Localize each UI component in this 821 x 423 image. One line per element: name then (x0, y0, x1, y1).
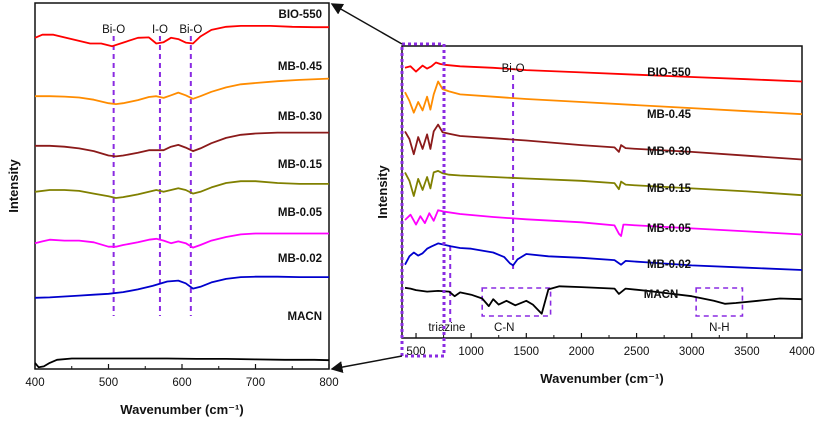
right-x-tick-label: 2000 (569, 346, 595, 358)
right-x-tick-label: 2500 (624, 346, 650, 358)
right-x-tick-label: 3000 (679, 346, 705, 358)
left-series-label: MB-0.05 (278, 207, 323, 219)
left-series-labels: BIO-550 MB-0.45 MB-0.30 MB-0.15 MB-0.05 MB-0.… (278, 9, 323, 323)
right-series-label: BIO-550 (647, 67, 690, 79)
left-x-tick-label: 800 (319, 377, 338, 389)
left-x-tick-label: 400 (25, 377, 44, 389)
right-x-tick-label: 500 (406, 346, 425, 358)
right-annotation-label: triazine (428, 322, 465, 334)
left-series-line-bio-550 (34, 24, 329, 48)
left-series-group (34, 24, 330, 369)
right-series-label: MACN (644, 289, 679, 301)
left-series-line-mb-0-02 (34, 275, 329, 299)
right-annotation-label: C-N (494, 322, 514, 334)
right-series-line-mb-0-02 (404, 242, 803, 271)
right-cn-box (481, 287, 552, 317)
right-x-tick-label: 1500 (514, 346, 540, 358)
left-series-line-macn (34, 357, 330, 369)
right-annotations: Bi-O triazine C-N N-H (428, 63, 729, 334)
right-x-tick-label: 1000 (458, 346, 484, 358)
left-annotation-lines (112, 36, 192, 316)
right-series-group (404, 61, 803, 315)
right-series-line-bio-550 (404, 61, 803, 83)
left-plot-frame (34, 2, 330, 370)
left-x-axis-title: Wavenumber (cm⁻¹) (120, 402, 243, 417)
right-x-axis-title: Wavenumber (cm⁻¹) (540, 371, 663, 386)
left-x-tick-label: 700 (246, 377, 265, 389)
left-series-line-mb-0-05 (34, 232, 329, 249)
left-series-line-mb-0-30 (35, 131, 329, 158)
left-series-line-mb-0-15 (34, 180, 329, 199)
right-series-label: MB-0.45 (647, 109, 692, 121)
left-series-label: MB-0.02 (278, 253, 322, 265)
right-x-tick-label: 4000 (789, 346, 815, 358)
left-annotations: Bi-O I-O Bi-O (102, 24, 202, 36)
left-annotation-label: I-O (152, 24, 168, 36)
right-annotation-lines (449, 75, 744, 322)
left-x-axis: 400 500 600 700 800 (25, 364, 339, 389)
left-series-label: MB-0.45 (278, 61, 323, 73)
right-annotation-label: Bi-O (502, 63, 525, 75)
left-y-axis-title: Intensity (6, 159, 21, 213)
right-series-line-mb-0-30 (404, 123, 803, 161)
left-x-tick-label: 500 (99, 377, 118, 389)
right-series-line-macn (404, 285, 803, 315)
right-y-axis-title: Intensity (375, 165, 390, 219)
right-series-line-mb-0-15 (404, 169, 803, 197)
zoom-arrow-top (330, 3, 403, 45)
right-series-label: MB-0.15 (647, 183, 692, 195)
right-series-line-mb-0-45 (404, 80, 803, 116)
left-series-label: MACN (288, 311, 323, 323)
right-panel: BIO-550 MB-0.45 MB-0.30 MB-0.15 MB-0.05 MB-0.… (375, 42, 815, 386)
left-series-label: MB-0.30 (278, 111, 322, 123)
left-annotation-label: Bi-O (179, 24, 202, 36)
right-x-tick-label: 3500 (734, 346, 760, 358)
right-series-label: MB-0.30 (647, 146, 691, 158)
right-series-label: MB-0.05 (647, 223, 692, 235)
left-x-tick-label: 600 (172, 377, 191, 389)
zoom-highlight-box (400, 42, 446, 358)
left-series-line-mb-0-45 (35, 77, 330, 105)
right-annotation-label: N-H (709, 322, 729, 334)
right-series-line-mb-0-05 (404, 209, 803, 237)
right-series-label: MB-0.02 (647, 259, 691, 271)
left-series-label: BIO-550 (279, 9, 322, 21)
right-series-labels: BIO-550 MB-0.45 MB-0.30 MB-0.15 MB-0.05 MB-0.… (644, 67, 692, 301)
left-annotation-label: Bi-O (102, 24, 125, 36)
right-x-axis: 500 1000 1500 2000 2500 3000 3500 4000 (406, 333, 815, 358)
zoom-arrow-bottom (330, 355, 403, 373)
left-series-label: MB-0.15 (278, 159, 323, 171)
left-panel: BIO-550 MB-0.45 MB-0.30 MB-0.15 MB-0.05 MB-0.… (6, 2, 339, 417)
